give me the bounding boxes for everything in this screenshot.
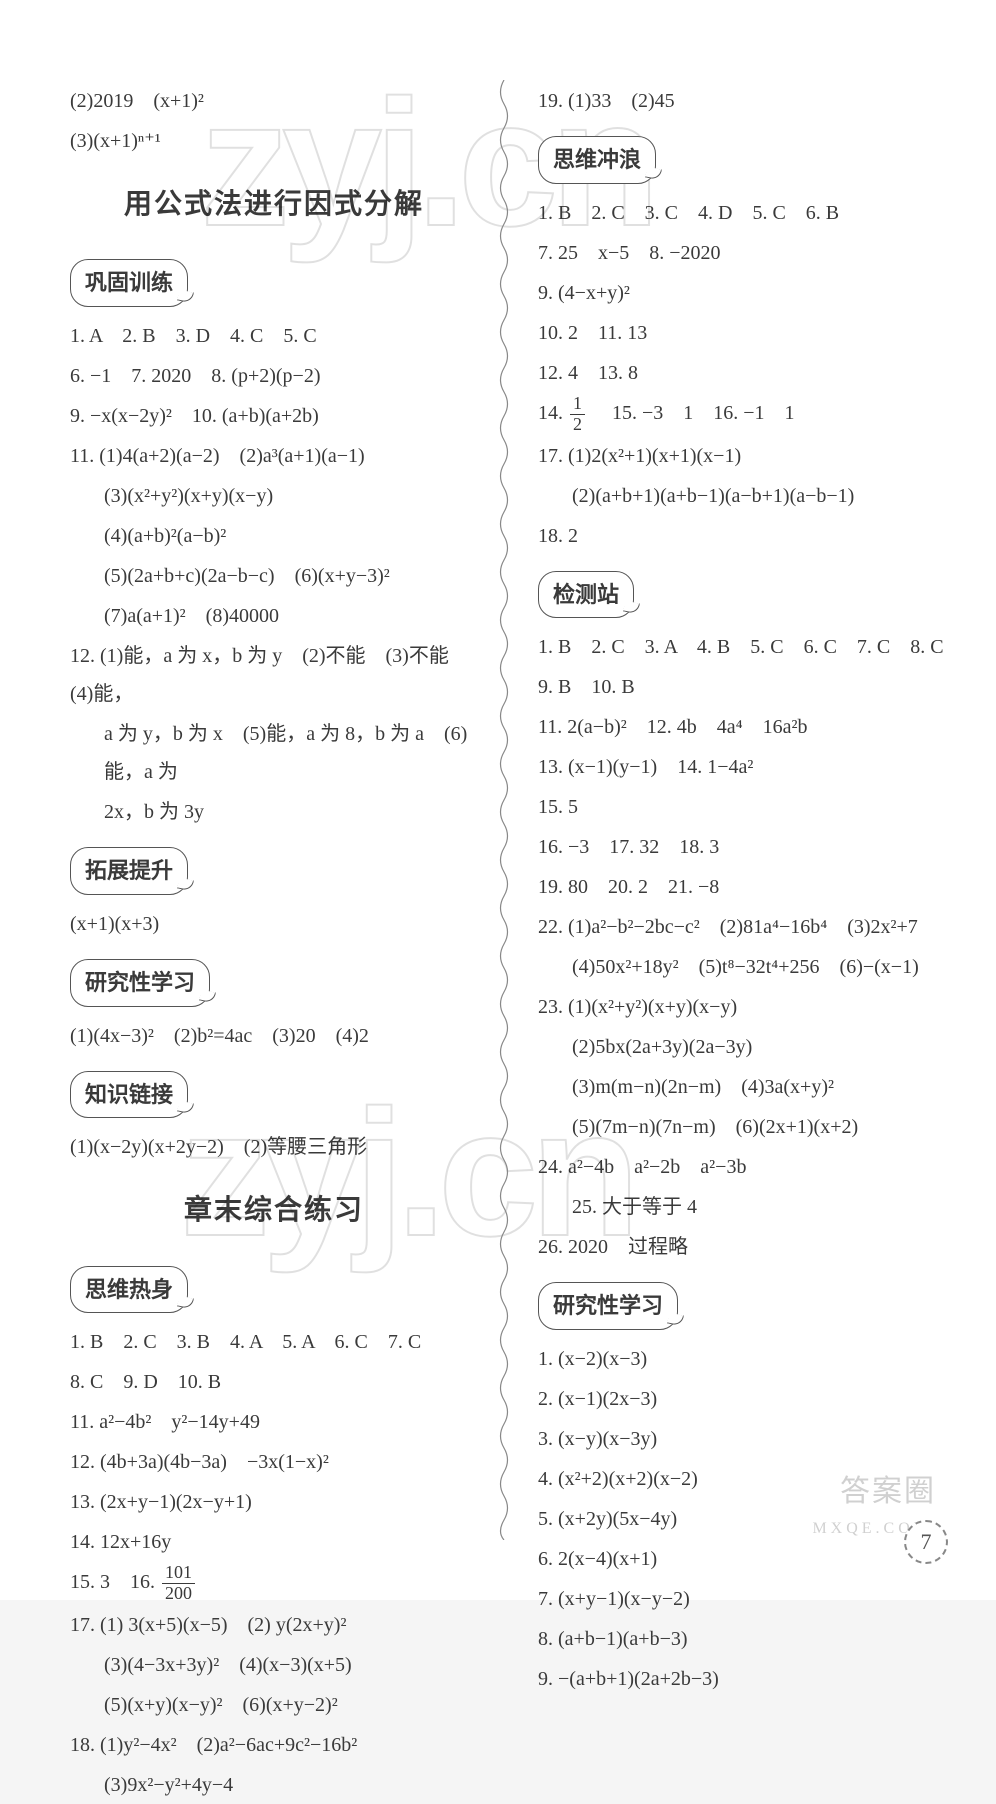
text-line: 9. −x(x−2y)² 10. (a+b)(a+2b) [70,397,478,435]
text-line: 1. A 2. B 3. D 4. C 5. C [70,317,478,355]
text-line: 19. (1)33 (2)45 [538,82,946,120]
text-line: 1. (x−2)(x−3) [538,1340,946,1378]
left-column: (2)2019 (x+1)² (3)(x+1)ⁿ⁺¹ 用公式法进行因式分解 巩固… [70,80,508,1540]
text-line: 7. 25 x−5 8. −2020 [538,234,946,272]
fraction: 101 200 [162,1563,195,1604]
text-line: 9. (4−x+y)² [538,274,946,312]
text-line: 22. (1)a²−b²−2bc−c² (2)81a⁴−16b⁴ (3)2x²+… [538,908,946,946]
fraction-num: 101 [162,1563,195,1584]
text-line: a 为 y，b 为 x (5)能，a 为 8，b 为 a (6)能，a 为 [70,715,478,791]
text-line: 1. B 2. C 3. B 4. A 5. A 6. C 7. C [70,1323,478,1361]
heading-siweire: 思维热身 [70,1266,188,1314]
fraction-num: 1 [570,394,585,415]
page-container: zyj.cn zyj.cn (2)2019 (x+1)² (3)(x+1)ⁿ⁺¹… [0,0,996,1600]
text-line: 12. (4b+3a)(4b−3a) −3x(1−x)² [70,1443,478,1481]
text-line: 17. (1)2(x²+1)(x+1)(x−1) [538,437,946,475]
text-line: (x+1)(x+3) [70,905,478,943]
text-line: 15. 3 16. 101 200 [70,1563,478,1604]
text-line: 18. 2 [538,517,946,555]
text-line: 7. (x+y−1)(x−y−2) [538,1580,946,1618]
text-line: 13. (x−1)(y−1) 14. 1−4a² [538,748,946,786]
text-line: (5)(2a+b+c)(2a−b−c) (6)(x+y−3)² [70,557,478,595]
text-line: (3)9x²−y²+4y−4 [70,1766,478,1804]
text-span: 14. [538,402,568,424]
heading-gonggu: 巩固训练 [70,259,188,307]
text-line: 18. (1)y²−4x² (2)a²−6ac+9c²−16b² [70,1726,478,1764]
text-line: 11. (1)4(a+2)(a−2) (2)a³(a+1)(a−1) [70,437,478,475]
section-title: 用公式法进行因式分解 [70,178,478,231]
text-line: 14. 12x+16y [70,1523,478,1561]
text-line: 13. (2x+y−1)(2x−y+1) [70,1483,478,1521]
text-line: 12. (1)能，a 为 x，b 为 y (2)不能 (3)不能 (4)能， [70,637,478,713]
fraction-den: 2 [570,415,585,435]
text-line: 10. 2 11. 13 [538,314,946,352]
text-line: (1)(4x−3)² (2)b²=4ac (3)20 (4)2 [70,1017,478,1055]
heading-yanjiu: 研究性学习 [70,959,210,1007]
text-line: (3)m(m−n)(2n−m) (4)3a(x+y)² [538,1068,946,1106]
text-line: 11. 2(a−b)² 12. 4b 4a⁴ 16a²b [538,708,946,746]
text-line: (2)(a+b+1)(a+b−1)(a−b+1)(a−b−1) [538,477,946,515]
heading-jiance: 检测站 [538,571,634,619]
text-line: (3)(x+1)ⁿ⁺¹ [70,122,478,160]
text-line: 8. (a+b−1)(a+b−3) [538,1620,946,1658]
text-line: (5)(7m−n)(7n−m) (6)(2x+1)(x+2) [538,1108,946,1146]
text-line: (2)2019 (x+1)² [70,82,478,120]
text-line: (5)(x+y)(x−y)² (6)(x+y−2)² [70,1686,478,1724]
text-line: 23. (1)(x²+y²)(x+y)(x−y) [538,988,946,1026]
text-line: 26. 2020 过程略 [538,1228,946,1266]
text-line: 6. 2(x−4)(x+1) [538,1540,946,1578]
text-line: 12. 4 13. 8 [538,354,946,392]
heading-tuozhan: 拓展提升 [70,847,188,895]
heading-chonglang: 思维冲浪 [538,136,656,184]
text-line: 2x，b 为 3y [70,793,478,831]
text-line: (3)(4−3x+3y)² (4)(x−3)(x+5) [70,1646,478,1684]
stamp-text: 答案圈 [840,1466,936,1510]
column-divider [497,80,499,1530]
text-line: 17. (1) 3(x+5)(x−5) (2) y(2x+y)² [70,1606,478,1644]
text-line: (2)5bx(2a+3y)(2a−3y) [538,1028,946,1066]
text-line: 25. 大于等于 4 [538,1188,946,1226]
text-line: (1)(x−2y)(x+2y−2) (2)等腰三角形 [70,1128,478,1166]
text-line: 11. a²−4b² y²−14y+49 [70,1403,478,1441]
text-span: 15. 3 16. [70,1571,160,1593]
text-line: 8. C 9. D 10. B [70,1363,478,1401]
section-title-2: 章末综合练习 [70,1184,478,1237]
text-line: (4)(a+b)²(a−b)² [70,517,478,555]
text-line: 2. (x−1)(2x−3) [538,1380,946,1418]
text-line: 9. B 10. B [538,668,946,706]
text-line: (3)(x²+y²)(x+y)(x−y) [70,477,478,515]
text-line: 3. (x−y)(x−3y) [538,1420,946,1458]
text-span: 15. −3 1 16. −1 1 [592,402,795,424]
text-line: 1. B 2. C 3. C 4. D 5. C 6. B [538,194,946,232]
text-line: 1. B 2. C 3. A 4. B 5. C 6. C 7. C 8. C [538,628,946,666]
right-column: 19. (1)33 (2)45 思维冲浪 1. B 2. C 3. C 4. D… [508,80,946,1540]
text-line: (4)50x²+18y² (5)t⁸−32t⁴+256 (6)−(x−1) [538,948,946,986]
text-line: 15. 5 [538,788,946,826]
page-number: 7 [904,1520,948,1564]
text-line: 16. −3 17. 32 18. 3 [538,828,946,866]
text-line: 6. −1 7. 2020 8. (p+2)(p−2) [70,357,478,395]
heading-zhishi: 知识链接 [70,1071,188,1119]
text-line: 9. −(a+b+1)(2a+2b−3) [538,1660,946,1698]
fraction: 1 2 [570,394,585,435]
text-line: 19. 80 20. 2 21. −8 [538,868,946,906]
text-line: 14. 1 2 15. −3 1 16. −1 1 [538,394,946,435]
text-line: 24. a²−4b a²−2b a²−3b [538,1148,946,1186]
text-line: (7)a(a+1)² (8)40000 [70,597,478,635]
heading-yanjiu2: 研究性学习 [538,1282,678,1330]
fraction-den: 200 [162,1584,195,1604]
